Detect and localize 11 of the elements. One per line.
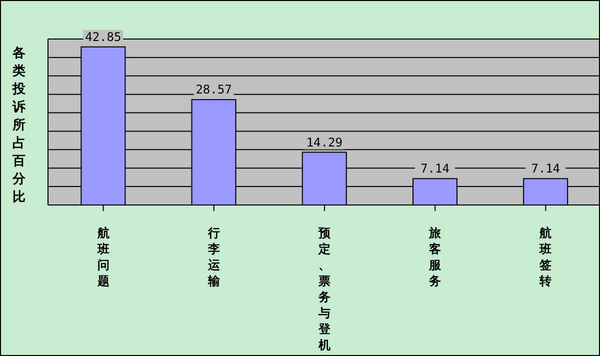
x-tick-label: 航班签转 — [538, 226, 552, 288]
data-label: 42.85 — [85, 30, 122, 44]
data-label: 14.29 — [306, 135, 342, 150]
text: 各类投诉所占百分比 — [12, 46, 26, 205]
data-label: 7.14 — [531, 162, 560, 176]
data-label: 7.14 — [420, 162, 450, 176]
data-label: 28.57 — [196, 82, 232, 97]
x-tick-label: 航班问题 — [96, 226, 110, 288]
x-tick-label: 行李运输 — [206, 226, 221, 288]
x-tick-label: 预定、票务与登机 — [318, 226, 332, 352]
x-tick-label: 旅客服务 — [428, 226, 442, 288]
